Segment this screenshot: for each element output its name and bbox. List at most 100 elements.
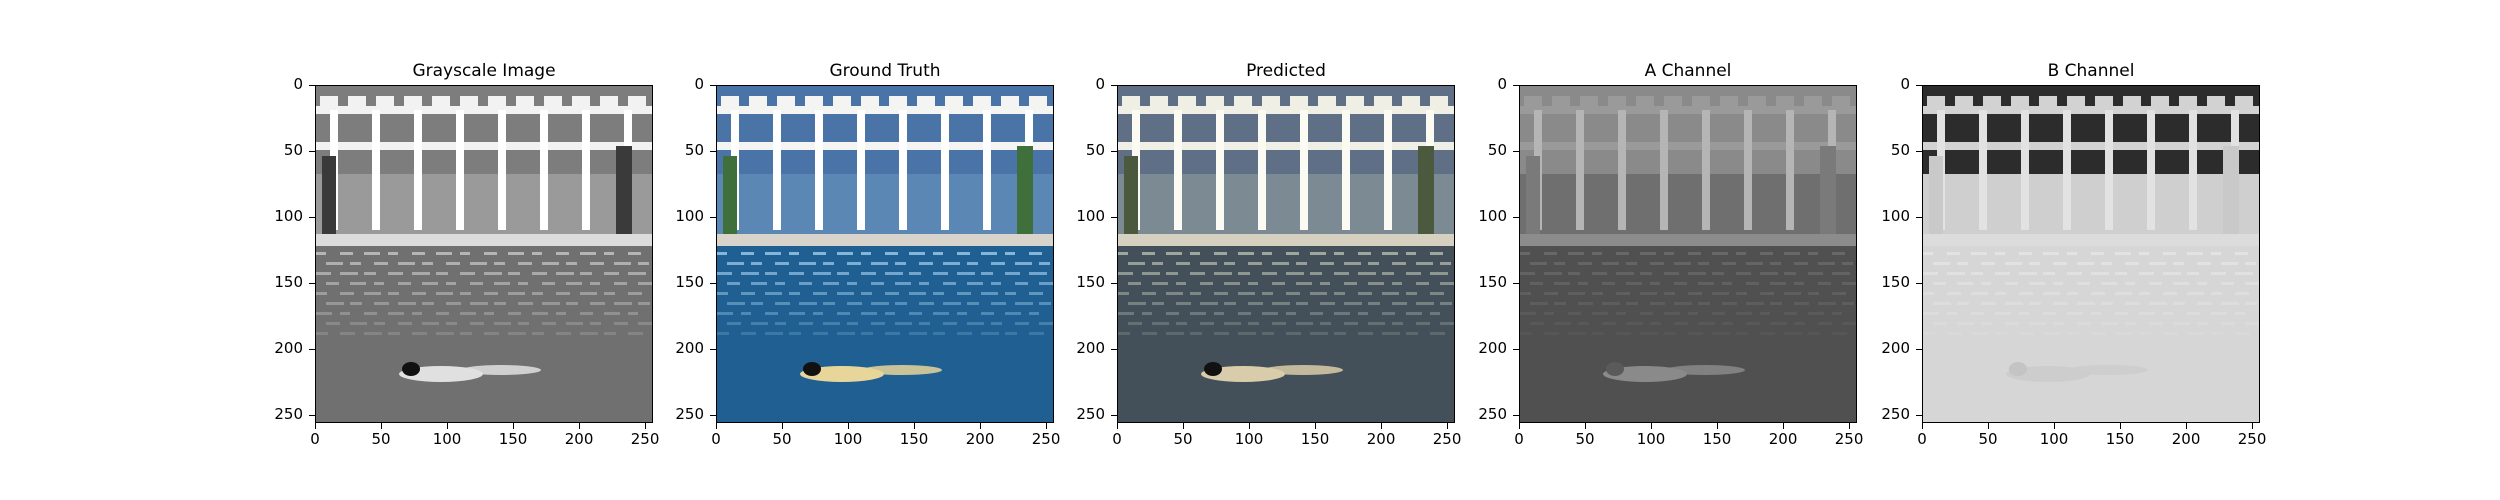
x-tick-label: 200 (1366, 430, 1396, 448)
y-tick-mark (710, 283, 716, 285)
panel-title-predicted: Predicted (1246, 61, 1326, 81)
x-tick-mark (381, 423, 383, 429)
x-tick-mark (782, 423, 784, 429)
y-tick-mark (1111, 415, 1117, 417)
y-tick-label: 100 (675, 207, 704, 226)
x-tick-label: 100 (432, 430, 462, 448)
panel-a-channel: 0 50 100 150 200 250 0 50 100 150 200 250 (1478, 77, 1863, 447)
image-predicted (1117, 85, 1455, 423)
y-tick-mark (309, 283, 315, 285)
x-tick-mark (848, 423, 850, 429)
y-tick-mark (1111, 217, 1117, 219)
y-tick-label: 100 (274, 207, 303, 226)
y-tick-label: 200 (1478, 339, 1507, 358)
x-tick-mark (579, 423, 581, 429)
x-tick-mark (1519, 423, 1520, 429)
image-svg (1520, 86, 1856, 422)
y-tick-label: 250 (1881, 405, 1910, 424)
x-tick-mark (914, 423, 916, 429)
y-tick-label: 50 (1085, 141, 1105, 160)
x-tick-mark (1783, 423, 1785, 429)
y-tick-mark (1916, 151, 1922, 153)
x-tick-label: 200 (564, 430, 594, 448)
y-tick-mark (1111, 85, 1117, 86)
y-tick-mark (1916, 85, 1922, 86)
panel-grayscale: 0 50 100 150 200 250 0 50 100 150 200 250 (274, 77, 659, 447)
y-tick-mark (1513, 85, 1519, 86)
image-svg (717, 86, 1053, 422)
x-tick-label: 200 (1768, 430, 1798, 448)
image-ground-truth (716, 85, 1054, 423)
x-tick-label: 0 (1917, 430, 1927, 448)
x-tick-mark (980, 423, 982, 429)
x-tick-mark (2252, 423, 2254, 429)
y-tick-label: 50 (283, 141, 303, 160)
y-tick-label: 200 (1881, 339, 1910, 358)
x-tick-label: 100 (833, 430, 863, 448)
y-tick-label: 0 (1497, 75, 1507, 93)
x-tick-label: 200 (965, 430, 995, 448)
x-tick-mark (447, 423, 449, 429)
x-tick-mark (645, 423, 647, 429)
y-tick-mark (1916, 415, 1922, 417)
x-tick-label: 150 (899, 430, 929, 448)
y-tick-label: 100 (1076, 207, 1105, 226)
y-tick-mark (710, 415, 716, 417)
x-tick-mark (1046, 423, 1048, 429)
x-tick-label: 150 (1300, 430, 1330, 448)
x-tick-label: 0 (310, 430, 320, 448)
y-tick-label: 200 (675, 339, 704, 358)
x-tick-label: 50 (1173, 430, 1193, 448)
x-tick-label: 250 (2237, 430, 2267, 448)
y-tick-label: 200 (1076, 339, 1105, 358)
x-tick-label: 100 (1234, 430, 1264, 448)
x-tick-label: 150 (498, 430, 528, 448)
y-tick-label: 100 (1881, 207, 1910, 226)
x-tick-label: 250 (1031, 430, 1061, 448)
y-tick-label: 150 (274, 273, 303, 292)
x-tick-mark (1315, 423, 1317, 429)
y-tick-mark (1513, 415, 1519, 417)
y-tick-mark (1111, 283, 1117, 285)
x-tick-mark (1117, 423, 1118, 429)
x-tick-label: 50 (772, 430, 792, 448)
y-tick-mark (309, 415, 315, 417)
y-tick-mark (1513, 151, 1519, 153)
y-tick-label: 150 (1881, 273, 1910, 292)
y-tick-label: 0 (1095, 75, 1105, 93)
panel-title-grayscale: Grayscale Image (412, 61, 556, 81)
panel-b-channel: 0 50 100 150 200 250 0 50 100 150 200 250 (1881, 77, 2266, 447)
x-tick-label: 200 (2171, 430, 2201, 448)
y-tick-mark (1513, 349, 1519, 351)
y-tick-label: 200 (274, 339, 303, 358)
y-tick-label: 100 (1478, 207, 1507, 226)
y-tick-mark (1111, 151, 1117, 153)
x-tick-mark (1249, 423, 1251, 429)
y-tick-label: 0 (694, 75, 704, 93)
image-svg (1923, 86, 2259, 422)
y-tick-label: 150 (1478, 273, 1507, 292)
x-tick-mark (2120, 423, 2122, 429)
y-tick-mark (309, 151, 315, 153)
x-tick-mark (1183, 423, 1185, 429)
image-b-channel (1922, 85, 2260, 423)
image-grayscale (315, 85, 653, 423)
x-tick-label: 150 (1702, 430, 1732, 448)
x-tick-mark (1447, 423, 1449, 429)
x-tick-label: 250 (1432, 430, 1462, 448)
x-tick-label: 250 (1834, 430, 1864, 448)
x-tick-label: 0 (711, 430, 721, 448)
y-tick-label: 250 (274, 405, 303, 424)
y-tick-label: 250 (1478, 405, 1507, 424)
x-tick-label: 50 (1978, 430, 1998, 448)
x-tick-label: 50 (371, 430, 391, 448)
x-tick-mark (716, 423, 717, 429)
panel-ground-truth: 0 50 100 150 200 250 0 50 100 150 200 250 (675, 77, 1060, 447)
x-tick-mark (1585, 423, 1587, 429)
x-tick-label: 100 (2039, 430, 2069, 448)
y-tick-label: 0 (293, 75, 303, 93)
y-tick-label: 250 (1076, 405, 1105, 424)
panel-title-ground-truth: Ground Truth (829, 61, 941, 81)
y-tick-label: 50 (1487, 141, 1507, 160)
y-tick-mark (710, 217, 716, 219)
